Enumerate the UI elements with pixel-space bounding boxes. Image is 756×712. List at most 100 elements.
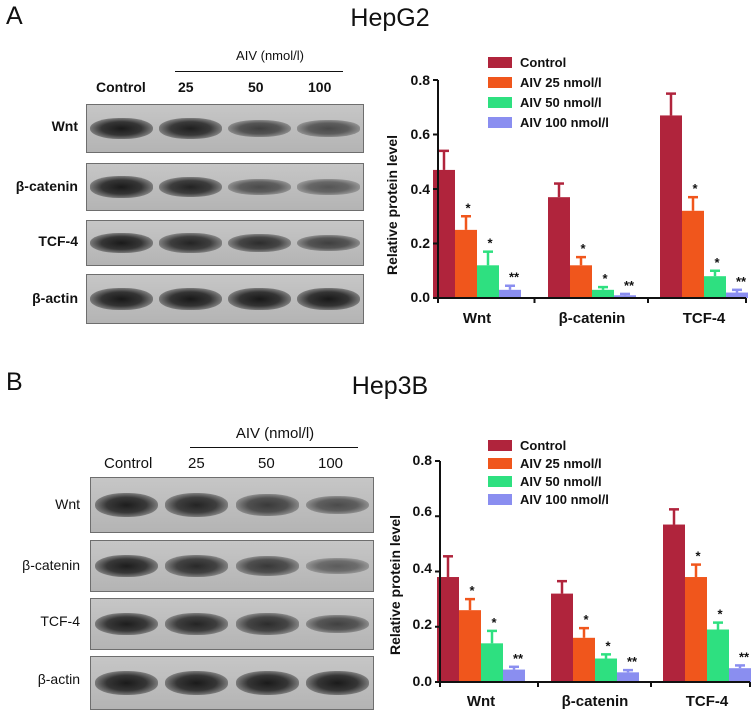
panel-b-sig-wnt-aiv25: * [469, 583, 475, 598]
panel-a-legend-swatch-aiv25 [488, 77, 512, 88]
panel-a-lane-50: 50 [248, 79, 264, 95]
panel-b-ytick-4: 0.8 [413, 452, 433, 468]
panel-b-lane-100: 100 [318, 455, 344, 472]
panel-b-bar-wnt-aiv50 [481, 643, 503, 682]
panel-b-sig-tcf4-aiv25: * [695, 549, 701, 564]
panel-b-sig-tcf4-aiv50: * [717, 607, 723, 622]
panel-b-bar-beta-catenin-aiv25 [573, 637, 595, 682]
panel-a-bar-tcf4-control [660, 115, 682, 298]
panel-b-blot-wnt [90, 477, 374, 533]
panel-b-title: Hep3B [351, 372, 429, 400]
panel-b-band-tcf4-lane-2 [165, 612, 229, 636]
panel-a-bar-beta-catenin-aiv100 [614, 295, 636, 298]
panel-a-xtick-wnt: Wnt [463, 310, 491, 327]
panel-a-bar-beta-catenin-control [548, 197, 570, 298]
panel-b-sig-tcf4-aiv100: ** [739, 649, 750, 664]
panel-a-bar-tcf4-aiv50 [704, 276, 726, 298]
panel-b-legend-label-aiv25: AIV 25 nmol/l [520, 456, 602, 471]
panel-a-blot-tcf4 [86, 220, 364, 266]
panel-b-row-label-wnt: Wnt [55, 496, 80, 512]
panel-b-band-beta-catenin-lane-4 [306, 558, 370, 574]
panel-b-sig-beta-catenin-aiv100: ** [627, 654, 638, 669]
panel-b-legend-label-control: Control [520, 438, 566, 453]
panel-b-legend-swatch-aiv50 [488, 476, 512, 487]
panel-a-band-tcf4-lane-2 [159, 233, 222, 253]
panel-a-band-beta-catenin-lane-1 [90, 176, 153, 198]
panel-a-sig-wnt-aiv25: * [465, 200, 471, 215]
panel-a-row-label-tcf4: TCF-4 [38, 233, 78, 249]
panel-b-chart-plot: ******** ** ** [435, 460, 751, 687]
panel-a-band-wnt-lane-4 [297, 120, 360, 137]
panel-b-band-wnt-lane-1 [94, 492, 158, 518]
panel-b-blot-beta-actin [90, 656, 374, 710]
panel-a-band-beta-actin-lane-4 [297, 287, 360, 311]
panel-b-legend-swatch-control [488, 440, 512, 451]
panel-b-band-tcf4-lane-3 [235, 613, 299, 635]
panel-b-row-label-beta-catenin: β-catenin [22, 557, 80, 573]
panel-a-blot-beta-catenin [86, 163, 364, 211]
panel-b-ytick-1: 0.2 [413, 616, 433, 632]
panel-b-ytick-0: 0.0 [413, 673, 433, 689]
panel-b-sig-wnt-aiv100: ** [513, 651, 524, 666]
panel-a-legend-label-aiv100: AIV 100 nmol/l [520, 115, 609, 130]
panel-b-aiv-label: AIV (nmol/l) [235, 425, 315, 442]
panel-a-bar-wnt-aiv50 [477, 265, 499, 298]
panel-b-band-wnt-lane-2 [165, 493, 229, 517]
panel-b-blot-tcf4 [90, 598, 374, 650]
panel-b-ytick-3: 0.6 [413, 503, 433, 519]
panel-b-sig-beta-catenin-aiv50: * [605, 638, 611, 653]
panel-b-aiv-bracket [190, 447, 358, 448]
panel-a-lane-25: 25 [178, 79, 194, 95]
panel-b-lane-50: 50 [258, 455, 275, 472]
panel-a-band-beta-catenin-lane-4 [297, 179, 360, 195]
panel-b-band-beta-catenin-lane-2 [165, 555, 229, 577]
panel-a-ytick-3: 0.6 [411, 126, 431, 142]
panel-b-band-beta-actin-lane-3 [235, 670, 299, 696]
panel-b-bar-beta-catenin-aiv100 [617, 672, 639, 682]
panel-a-band-beta-catenin-lane-3 [228, 178, 291, 196]
panel-b-row-label-beta-actin: β-actin [37, 671, 80, 687]
panel-b-band-beta-actin-lane-4 [306, 670, 370, 696]
panel-a-ytick-2: 0.4 [411, 181, 431, 197]
panel-a-band-tcf4-lane-3 [228, 233, 291, 253]
panel-a-ytick-1: 0.2 [411, 235, 431, 251]
panel-a-band-beta-actin-lane-1 [90, 287, 153, 311]
panel-a-sig-beta-catenin-aiv100: ** [624, 278, 635, 293]
panel-b-band-tcf4-lane-4 [306, 614, 370, 634]
panel-a-sig-tcf4-aiv100: ** [736, 274, 747, 289]
panel-a-band-beta-actin-lane-2 [159, 287, 222, 311]
panel-b-band-wnt-lane-3 [235, 494, 299, 516]
panel-b-xtick-wnt: Wnt [467, 693, 495, 710]
panel-b-sig-beta-catenin-aiv25: * [583, 612, 589, 627]
panel-a-blot-beta-actin [86, 274, 364, 324]
panel-a-bar-beta-catenin-aiv25 [570, 265, 592, 298]
panel-a-band-wnt-lane-2 [159, 117, 222, 140]
panel-a-bar-wnt-aiv100 [499, 289, 521, 298]
panel-b-legend-swatch-aiv100 [488, 494, 512, 505]
panel-a-aiv-label: AIV (nmol/l) [236, 48, 304, 63]
panel-b-lane-control: Control [104, 455, 153, 472]
panel-a-bar-wnt-aiv25 [455, 229, 477, 298]
panel-a-bar-tcf4-aiv25 [682, 210, 704, 298]
panel-b-bar-tcf4-aiv100 [729, 668, 751, 682]
panel-a-band-wnt-lane-3 [228, 119, 291, 138]
panel-b-band-beta-catenin-lane-3 [235, 556, 299, 576]
panel-b-xtick-beta-catenin: β-catenin [562, 693, 629, 710]
panel-b-bar-beta-catenin-control [551, 593, 573, 682]
panel-a-band-wnt-lane-1 [90, 117, 153, 140]
panel-a-sig-beta-catenin-aiv25: * [580, 241, 586, 256]
panel-a-legend-swatch-control [488, 57, 512, 68]
panel-a-title: HepG2 [350, 4, 430, 32]
panel-a-sig-wnt-aiv100: ** [509, 270, 520, 285]
panel-a-lane-control: Control [96, 79, 146, 95]
panel-a-xtick-beta-catenin: β-catenin [559, 310, 626, 327]
panel-a-legend-label-aiv25: AIV 25 nmol/l [520, 75, 602, 90]
panel-b-row-label-tcf4: TCF-4 [40, 613, 80, 629]
panel-a-blot-wnt [86, 104, 364, 153]
panel-a-chart-plot: ********** ** [433, 79, 748, 303]
panel-a-legend-swatch-aiv100 [488, 117, 512, 128]
panel-a-ylabel: Relative protein level [384, 135, 400, 275]
panel-b-legend-swatch-aiv25 [488, 458, 512, 469]
panel-a-lane-100: 100 [308, 79, 332, 95]
panel-a-xtick-tcf4: TCF-4 [683, 310, 726, 327]
